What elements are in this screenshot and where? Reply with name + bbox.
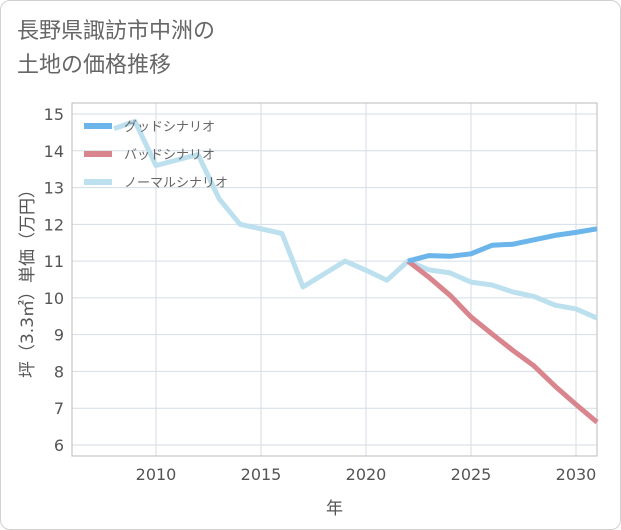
- series-line-good: [407, 226, 598, 264]
- x-tick-label: 2025: [451, 465, 492, 484]
- legend-label: ノーマルシナリオ: [124, 176, 228, 191]
- chart-title-line2: 土地の価格推移: [17, 53, 172, 78]
- y-tick-label: 13: [44, 179, 64, 198]
- x-tick-label: 2020: [346, 465, 387, 484]
- x-tick-label: 2015: [241, 465, 282, 484]
- y-tick-label: 9: [54, 326, 64, 345]
- y-tick-label: 11: [44, 252, 64, 271]
- chart-title: 長野県諏訪市中洲の 土地の価格推移: [17, 15, 215, 83]
- plot-area: [71, 102, 598, 457]
- y-tick-label: 15: [44, 105, 64, 124]
- legend-label: バッドシナリオ: [124, 148, 215, 163]
- y-tick-label: 7: [54, 399, 64, 418]
- y-tick-label: 10: [44, 289, 64, 308]
- x-tick-label: 2010: [136, 465, 177, 484]
- legend-label: グッドシナリオ: [124, 120, 215, 135]
- y-axis-ticks: 6 7 8 9 10 11 12 13 14 15: [44, 105, 64, 455]
- y-tick-label: 14: [44, 142, 64, 161]
- y-tick-label: 6: [54, 436, 64, 455]
- y-tick-label: 8: [54, 362, 64, 381]
- x-axis-ticks: 2010 2015 2020 2025 2030: [136, 465, 597, 484]
- y-axis-label: 坪（3.3㎡）単価（万円）: [18, 181, 38, 378]
- chart-title-line1: 長野県諏訪市中洲の: [17, 19, 216, 44]
- x-axis-label: 年: [326, 499, 343, 519]
- series-line-bad: [406, 259, 599, 425]
- series-lines: [113, 118, 599, 425]
- series-line-normal: [113, 118, 599, 321]
- y-tick-label: 12: [44, 215, 64, 234]
- x-tick-label: 2030: [556, 465, 597, 484]
